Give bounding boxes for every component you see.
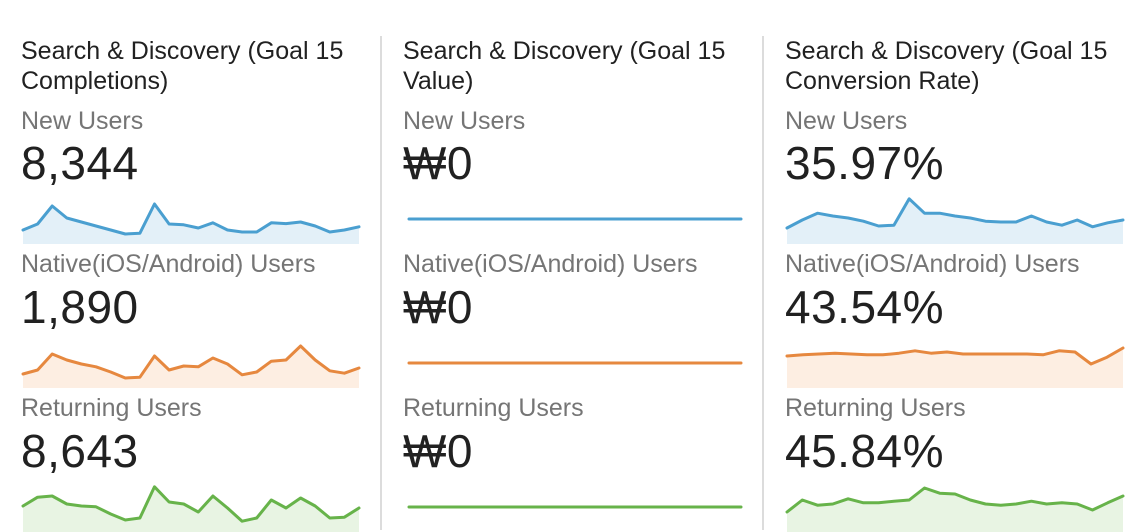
segment-label-returning-users: Returning Users — [403, 394, 584, 422]
card-title: Search & Discovery (Goal 15 Completions) — [21, 37, 344, 95]
segment-label-new-users: New Users — [403, 107, 526, 135]
sparkline-area — [787, 488, 1123, 532]
sparkline-line — [785, 346, 1125, 366]
sparkline-returning-users — [21, 485, 361, 532]
segment-label-returning-users: Returning Users — [785, 394, 966, 422]
metric-value-returning-users: 8,643 — [21, 425, 139, 477]
metric-value-native-users: ₩0 — [403, 281, 473, 333]
segment-label-native-users: Native(iOS/Android) Users — [403, 250, 698, 278]
sparkline-returning-users — [785, 486, 1125, 532]
sparkline-line — [21, 202, 361, 236]
sparkline-line — [21, 344, 361, 380]
sparkline-new-users — [407, 217, 743, 221]
metric-value-returning-users: 45.84% — [785, 425, 945, 477]
segment-label-new-users: New Users — [21, 107, 144, 135]
segment-label-native-users: Native(iOS/Android) Users — [21, 250, 316, 278]
metric-value-native-users: 43.54% — [785, 281, 945, 333]
metric-value-native-users: 1,890 — [21, 281, 139, 333]
metric-value-new-users: 8,344 — [21, 137, 139, 189]
sparkline-new-users — [21, 202, 361, 244]
sparkline-line — [21, 485, 361, 523]
card-goal-value[interactable]: Search & Discovery (Goal 15 Value) New U… — [403, 36, 747, 530]
metric-value-new-users: ₩0 — [403, 137, 473, 189]
sparkline-native-users — [785, 346, 1125, 388]
card-goal-completions[interactable]: Search & Discovery (Goal 15 Completions)… — [21, 36, 365, 532]
sparkline-area — [787, 198, 1123, 244]
card-title: Search & Discovery (Goal 15 Value) — [403, 37, 726, 95]
metric-value-returning-users: ₩0 — [403, 425, 473, 477]
sparkline-native-users — [21, 344, 361, 388]
sparkline-native-users — [407, 361, 743, 365]
metric-value-new-users: 35.97% — [785, 137, 945, 189]
column-divider — [380, 36, 382, 530]
segment-label-new-users: New Users — [785, 107, 908, 135]
sparkline-line — [785, 197, 1125, 230]
sparkline-area — [787, 348, 1123, 388]
sparkline-new-users — [785, 197, 1125, 244]
column-divider — [762, 36, 764, 530]
card-title: Search & Discovery (Goal 15 Conversion R… — [785, 37, 1108, 95]
sparkline-returning-users — [407, 505, 743, 509]
segment-label-returning-users: Returning Users — [21, 394, 202, 422]
card-goal-conversion-rate[interactable]: Search & Discovery (Goal 15 Conversion R… — [785, 36, 1129, 532]
sparkline-area — [23, 204, 359, 244]
segment-label-native-users: Native(iOS/Android) Users — [785, 250, 1080, 278]
sparkline-line — [785, 486, 1125, 514]
